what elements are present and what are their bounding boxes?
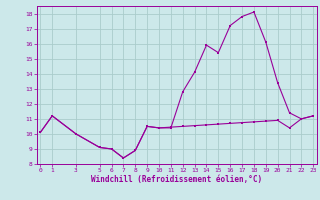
- X-axis label: Windchill (Refroidissement éolien,°C): Windchill (Refroidissement éolien,°C): [91, 175, 262, 184]
